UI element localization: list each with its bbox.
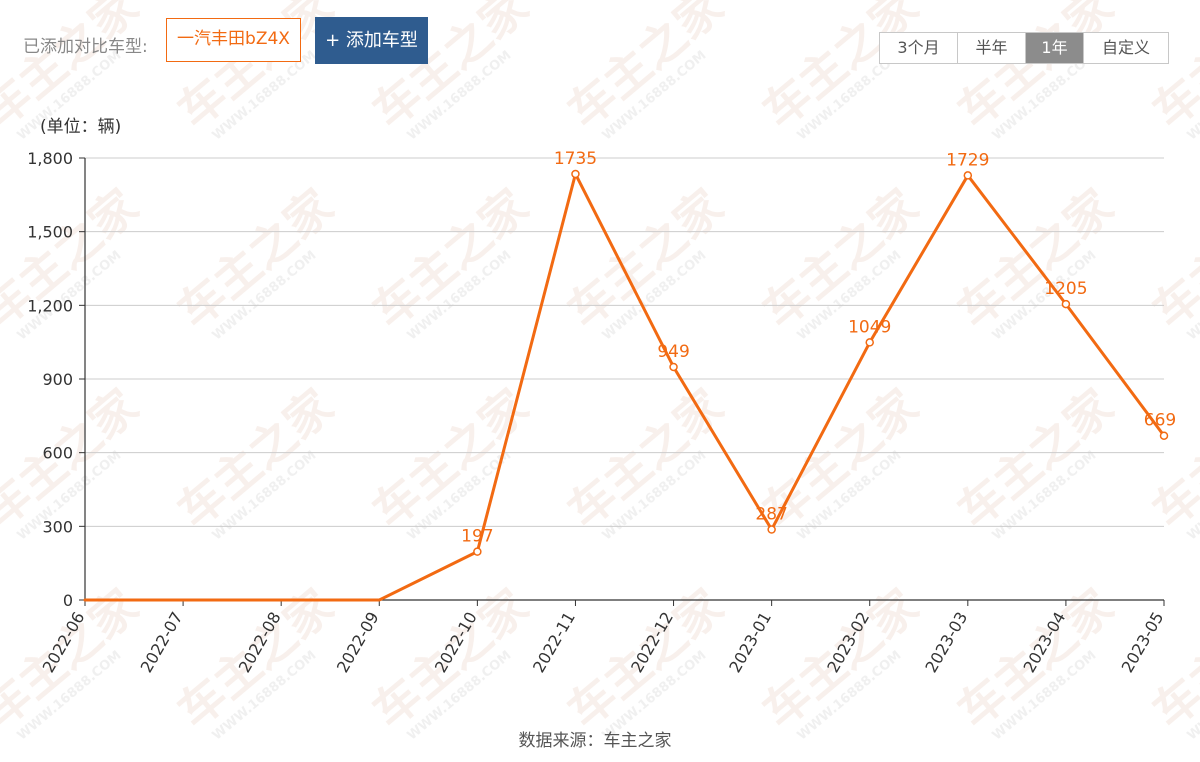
range-half-year[interactable]: 半年 bbox=[958, 33, 1026, 63]
x-tick-label: 2023-01 bbox=[725, 609, 775, 676]
data-label: 197 bbox=[461, 527, 493, 547]
time-range-selector: 3个月 半年 1年 自定义 bbox=[879, 32, 1169, 64]
data-point[interactable] bbox=[1061, 299, 1071, 309]
data-point[interactable] bbox=[473, 547, 482, 556]
y-tick-label: 1,200 bbox=[27, 296, 73, 315]
y-tick-label: 600 bbox=[42, 444, 73, 463]
range-3-months[interactable]: 3个月 bbox=[880, 33, 958, 63]
data-label: 669 bbox=[1144, 411, 1176, 431]
y-tick-label: 900 bbox=[42, 370, 73, 389]
x-tick-label: 2022-11 bbox=[529, 609, 579, 676]
model-tag-bz4x[interactable]: 一汽丰田bZ4X bbox=[166, 18, 301, 62]
y-unit-label: (单位：辆) bbox=[40, 117, 121, 137]
data-point[interactable] bbox=[669, 362, 678, 372]
x-tick-label: 2022-12 bbox=[627, 609, 677, 676]
series-line bbox=[83, 172, 1166, 602]
range-1-year[interactable]: 1年 bbox=[1026, 33, 1084, 63]
x-tick-label: 2023-03 bbox=[921, 608, 971, 675]
data-label: 1735 bbox=[554, 149, 597, 169]
data-point[interactable] bbox=[571, 169, 580, 179]
data-point[interactable] bbox=[1159, 431, 1169, 440]
x-tick-label: 2023-04 bbox=[1019, 609, 1069, 676]
data-point[interactable] bbox=[865, 338, 874, 347]
x-tick-label: 2022-07 bbox=[137, 609, 187, 676]
y-tick-label: 1,500 bbox=[27, 223, 73, 242]
data-point[interactable] bbox=[767, 525, 776, 534]
x-tick-label: 2022-10 bbox=[431, 609, 481, 676]
data-point[interactable] bbox=[963, 171, 973, 180]
y-tick-label: 1,800 bbox=[27, 149, 73, 168]
compare-toolbar: 已添加对比车型: 一汽丰田bZ4X + 添加车型 3个月 半年 1年 自定义 bbox=[0, 0, 1200, 80]
x-tick-label: 2023-02 bbox=[823, 609, 873, 676]
x-tick-label: 2023-05 bbox=[1118, 609, 1168, 676]
add-model-button[interactable]: + 添加车型 bbox=[315, 17, 428, 64]
range-custom[interactable]: 自定义 bbox=[1084, 33, 1168, 63]
x-tick-label: 2022-08 bbox=[235, 609, 285, 676]
data-label: 1729 bbox=[946, 150, 989, 170]
data-label: 287 bbox=[755, 505, 787, 525]
data-source-note: 数据来源：车主之家 bbox=[518, 731, 672, 751]
x-tick-label: 2022-06 bbox=[39, 609, 89, 676]
y-tick-label: 300 bbox=[42, 517, 73, 536]
data-label: 1205 bbox=[1044, 279, 1087, 299]
added-models-label: 已添加对比车型: bbox=[23, 37, 148, 57]
data-label: 1049 bbox=[848, 317, 891, 337]
data-label: 949 bbox=[657, 342, 689, 362]
y-tick-label: 0 bbox=[63, 591, 73, 610]
x-tick-label: 2022-09 bbox=[333, 609, 383, 676]
